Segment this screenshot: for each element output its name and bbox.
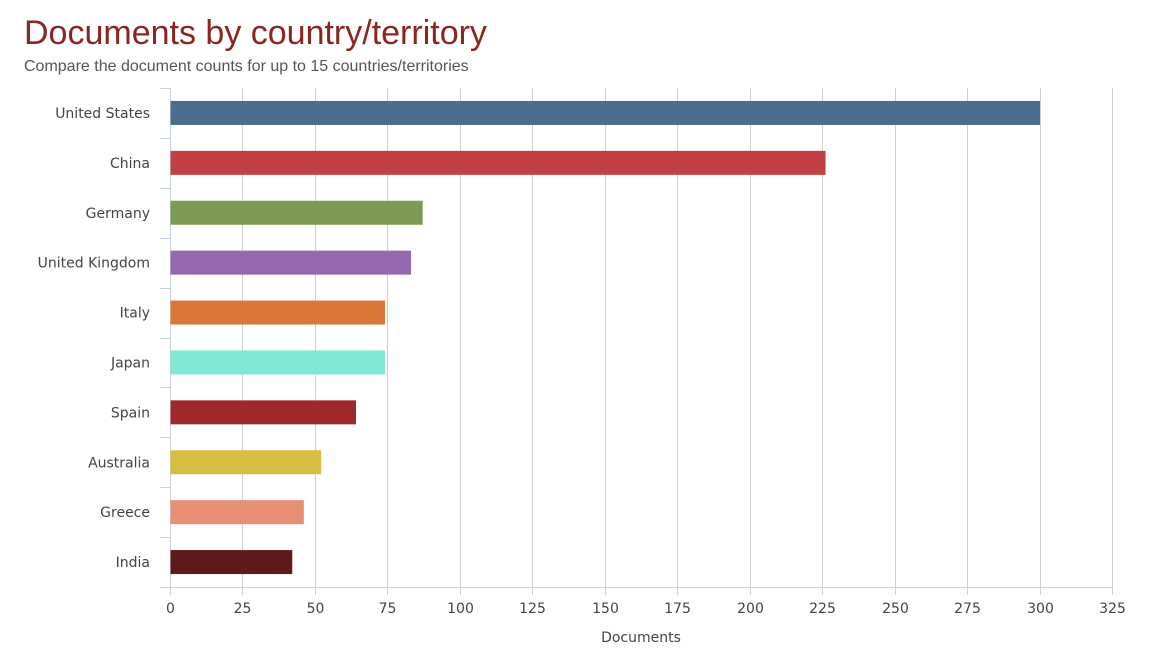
bar-greece[interactable] — [170, 500, 304, 525]
category-label-australia: Australia — [88, 455, 150, 471]
x-tick-label-1: 25 — [234, 601, 252, 617]
category-label-india: India — [116, 555, 150, 571]
x-tick-label-9: 225 — [809, 601, 836, 617]
bar-china[interactable] — [170, 150, 826, 175]
x-axis: 0 25 50 75 100 125 150 175 200 225 250 275 300 325 — [160, 587, 1126, 617]
category-ticks — [160, 88, 171, 588]
x-tick-label-13: 325 — [1099, 601, 1126, 617]
x-tick-label-4: 100 — [447, 601, 474, 617]
category-label-germany: Germany — [86, 206, 150, 222]
category-label-united-kingdom: United Kingdom — [38, 256, 150, 272]
bar-united-states[interactable] — [170, 100, 1041, 125]
x-tick-label-6: 150 — [592, 601, 619, 617]
category-label-united-states: United States — [55, 106, 150, 122]
x-tick-label-8: 200 — [737, 601, 764, 617]
x-tick-label-11: 275 — [954, 601, 981, 617]
category-label-china: China — [110, 156, 150, 172]
chart-title: Documents by country/territory — [24, 14, 487, 52]
category-label-spain: Spain — [111, 405, 150, 421]
category-label-italy: Italy — [120, 306, 150, 322]
bar-germany[interactable] — [170, 200, 423, 225]
bar-spain[interactable] — [170, 400, 357, 425]
category-label-japan: Japan — [110, 355, 150, 371]
x-tick-label-2: 50 — [307, 601, 325, 617]
bar-india[interactable] — [170, 550, 293, 575]
x-tick-label-5: 125 — [519, 601, 546, 617]
bar-australia[interactable] — [170, 450, 322, 475]
bar-japan[interactable] — [170, 350, 385, 375]
chart-subtitle: Compare the document counts for up to 15… — [24, 58, 469, 75]
x-tick-label-7: 175 — [664, 601, 691, 617]
x-tick-label-12: 300 — [1027, 601, 1054, 617]
x-tick-label-0: 0 — [166, 601, 175, 617]
bars — [170, 100, 1041, 575]
x-tick-label-3: 75 — [379, 601, 397, 617]
x-axis-title: Documents — [601, 630, 681, 646]
category-label-greece: Greece — [100, 505, 150, 521]
bar-united-kingdom[interactable] — [170, 250, 412, 275]
x-tick-label-10: 250 — [882, 601, 909, 617]
bar-italy[interactable] — [170, 300, 385, 325]
category-labels: United States China Germany United Kingdom I… — [38, 106, 150, 571]
